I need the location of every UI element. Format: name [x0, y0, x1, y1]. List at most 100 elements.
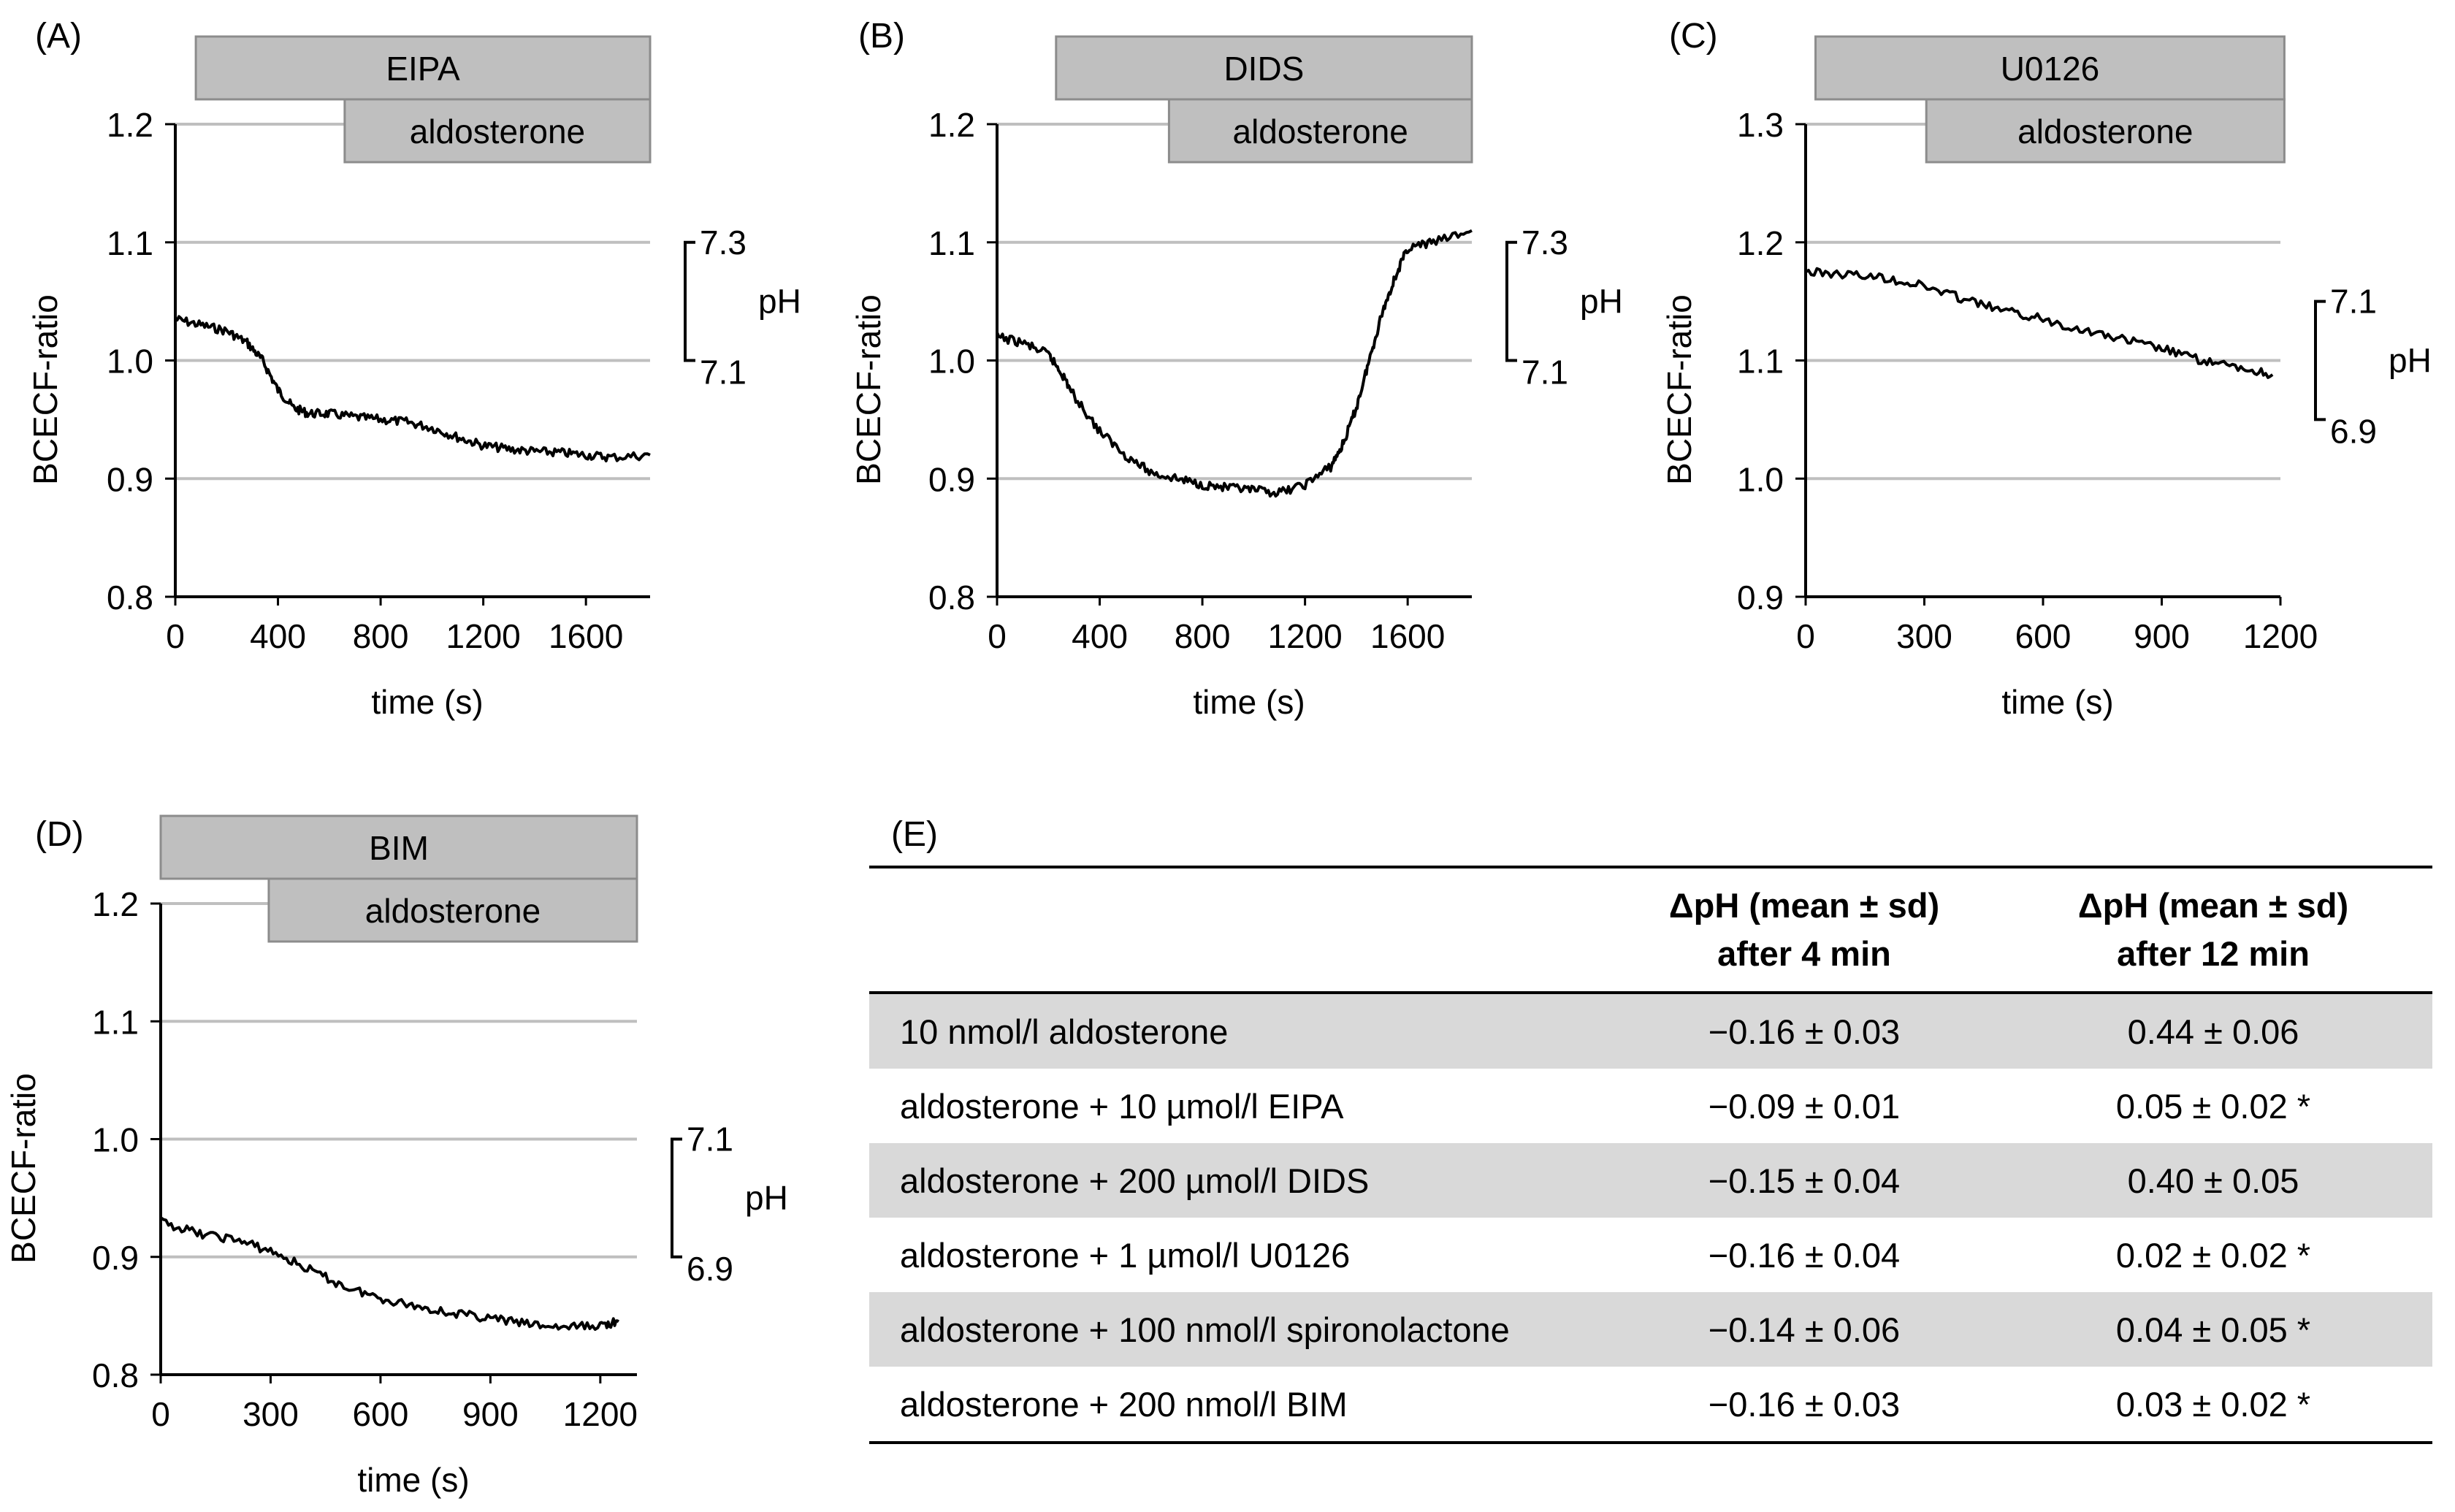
- aldosterone-bar: [1925, 98, 2286, 164]
- table-header-label: [869, 867, 1614, 993]
- row-value-4min: −0.15 ± 0.04: [1614, 1143, 1994, 1218]
- inhibitor-label: U0126: [2001, 50, 2100, 88]
- table-header-12min: ΔpH (mean ± sd) after 12 min: [1994, 867, 2432, 993]
- y-tick-label: 1.1: [107, 224, 153, 262]
- inhibitor-label: EIPA: [386, 50, 460, 88]
- table-header-row: ΔpH (mean ± sd) after 4 min ΔpH (mean ± …: [869, 867, 2432, 993]
- row-label: aldosterone + 200 µmol/l DIDS: [869, 1143, 1614, 1218]
- row-value-4min: −0.16 ± 0.03: [1614, 993, 1994, 1069]
- ph-scale-label: pH: [745, 1179, 788, 1217]
- panel-a-chart: (A) 0.8 0.9 1.0 1.1 1.2 0 400 800 1200 1600 time (s…: [26, 17, 801, 721]
- x-tick-label: 0: [988, 617, 1007, 655]
- inhibitor-label: BIM: [369, 829, 429, 867]
- table-row: aldosterone + 200 µmol/l DIDS −0.15 ± 0.…: [869, 1143, 2432, 1218]
- table-row: aldosterone + 10 µmol/l EIPA −0.09 ± 0.0…: [869, 1069, 2432, 1143]
- ph-scale-bracket: [671, 1137, 682, 1259]
- ph-change-table: ΔpH (mean ± sd) after 4 min ΔpH (mean ± …: [869, 866, 2432, 1444]
- data-series-line: [996, 229, 1473, 498]
- y-tick-label: 1.0: [92, 1121, 139, 1159]
- aldosterone-bar: [343, 98, 652, 164]
- row-value-12min: 0.05 ± 0.02 *: [2115, 1086, 2311, 1126]
- aldosterone-bar: [267, 877, 638, 943]
- ph-scale-high: 7.3: [1522, 224, 1568, 261]
- x-axis-title: time (s): [1193, 683, 1305, 721]
- inhibitor-bar: [159, 814, 638, 880]
- x-tick-label: 1200: [2243, 617, 2318, 655]
- table-row: aldosterone + 1 µmol/l U0126 −0.16 ± 0.0…: [869, 1218, 2432, 1292]
- y-tick-label: 1.1: [1737, 343, 1784, 381]
- x-tick-label: 400: [1072, 617, 1128, 655]
- row-value-4min: −0.14 ± 0.06: [1614, 1292, 1994, 1367]
- aldosterone-bar: [1167, 98, 1473, 164]
- x-tick-label: 800: [1175, 617, 1231, 655]
- data-series-line: [159, 1216, 620, 1331]
- ph-scale-label: pH: [2389, 342, 2432, 380]
- data-series-line: [175, 315, 651, 462]
- row-value-4min: −0.09 ± 0.01: [1708, 1086, 1901, 1126]
- ph-scale-low: 7.1: [700, 354, 747, 392]
- ph-scale-low: 6.9: [2330, 412, 2377, 450]
- x-tick-label: 600: [2015, 617, 2072, 655]
- y-tick-label: 1.1: [92, 1003, 139, 1041]
- table-row: aldosterone + 200 nmol/l BIM −0.16 ± 0.0…: [869, 1367, 2432, 1443]
- row-value-12min: 0.04 ± 0.05 *: [1994, 1292, 2432, 1367]
- x-tick-label: 300: [1896, 617, 1952, 655]
- panel-label: (D): [35, 815, 84, 854]
- aldosterone-label: aldosterone: [2017, 112, 2193, 150]
- x-tick-label: 400: [250, 617, 306, 655]
- header-4min-line1: ΔpH (mean ± sd): [1668, 886, 1940, 925]
- ph-scale-bracket: [684, 240, 695, 362]
- table-row: aldosterone + 100 nmol/l spironolactone …: [869, 1292, 2432, 1367]
- row-label: aldosterone + 200 nmol/l BIM: [900, 1384, 1348, 1424]
- header-12min-line2: after 12 min: [2117, 934, 2310, 973]
- y-tick-label: 1.3: [1737, 106, 1784, 144]
- panel-label: (C): [1669, 17, 1718, 56]
- y-tick-label: 0.9: [928, 460, 975, 498]
- x-tick-label: 0: [166, 617, 185, 655]
- table-header-4min: ΔpH (mean ± sd) after 4 min: [1614, 867, 1994, 993]
- x-tick-label: 0: [1796, 617, 1815, 655]
- y-tick-label: 1.1: [928, 224, 975, 262]
- ph-scale-label: pH: [758, 283, 801, 321]
- aldosterone-label: aldosterone: [410, 112, 585, 150]
- y-tick-label: 1.2: [92, 885, 139, 923]
- x-tick-label: 1600: [549, 617, 623, 655]
- table-row: 10 nmol/l aldosterone −0.16 ± 0.03 0.44 …: [869, 993, 2432, 1069]
- x-tick-label: 800: [353, 617, 409, 655]
- y-tick-label: 0.8: [107, 579, 153, 616]
- panel-d-chart: (D) 0.8 0.9 1.0 1.1 1.2 0 300 600 900 1200 time (s)…: [4, 814, 788, 1499]
- row-label: aldosterone + 100 nmol/l spironolactone: [869, 1292, 1614, 1367]
- inhibitor-label: DIDS: [1223, 50, 1304, 88]
- y-tick-label: 0.9: [107, 460, 153, 498]
- x-axis-title: time (s): [357, 1461, 469, 1499]
- y-tick-label: 0.8: [928, 579, 975, 616]
- aldosterone-label: aldosterone: [365, 892, 541, 930]
- panel-label: (B): [858, 17, 905, 56]
- x-tick-label: 1600: [1370, 617, 1445, 655]
- header-4min-line2: after 4 min: [1717, 934, 1891, 973]
- row-value-12min: 0.03 ± 0.02 *: [2115, 1384, 2311, 1424]
- y-axis-title: BCECF-ratio: [26, 294, 64, 485]
- ph-scale-high: 7.3: [700, 224, 747, 261]
- y-tick-label: 1.2: [107, 106, 153, 144]
- panel-label-table: (E): [891, 815, 938, 854]
- y-axis-title: BCECF-ratio: [4, 1073, 42, 1264]
- header-12min-line1: ΔpH (mean ± sd): [2077, 886, 2349, 925]
- ph-scale-bracket: [1505, 240, 1517, 362]
- row-label: aldosterone + 10 µmol/l EIPA: [900, 1086, 1344, 1126]
- y-tick-label: 1.2: [928, 106, 975, 144]
- x-tick-label: 900: [2134, 617, 2190, 655]
- y-tick-label: 0.8: [92, 1356, 139, 1394]
- row-value-4min: −0.16 ± 0.04: [1708, 1235, 1901, 1275]
- y-tick-label: 1.0: [928, 343, 975, 381]
- ph-scale-high: 7.1: [2330, 283, 2377, 321]
- ph-scale-bracket: [2314, 299, 2326, 421]
- x-tick-label: 1200: [563, 1395, 638, 1433]
- ph-scale-high: 7.1: [687, 1120, 733, 1158]
- x-tick-label: 600: [353, 1395, 409, 1433]
- row-label: aldosterone + 1 µmol/l U0126: [900, 1235, 1351, 1275]
- y-tick-label: 1.0: [107, 343, 153, 381]
- y-tick-label: 0.9: [1737, 579, 1784, 616]
- row-value-12min: 0.02 ± 0.02 *: [2115, 1235, 2311, 1275]
